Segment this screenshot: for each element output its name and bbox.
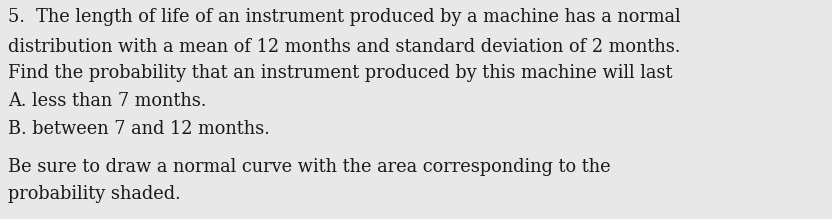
- Text: Find the probability that an instrument produced by this machine will last: Find the probability that an instrument …: [8, 64, 672, 82]
- Text: Be sure to draw a normal curve with the area corresponding to the: Be sure to draw a normal curve with the …: [8, 158, 611, 176]
- Text: distribution with a mean of 12 months and standard deviation of 2 months.: distribution with a mean of 12 months an…: [8, 38, 681, 56]
- Text: probability shaded.: probability shaded.: [8, 185, 181, 203]
- Text: A. less than 7 months.: A. less than 7 months.: [8, 92, 206, 110]
- Text: 5.  The length of life of an instrument produced by a machine has a normal: 5. The length of life of an instrument p…: [8, 8, 681, 26]
- Text: B. between 7 and 12 months.: B. between 7 and 12 months.: [8, 120, 270, 138]
